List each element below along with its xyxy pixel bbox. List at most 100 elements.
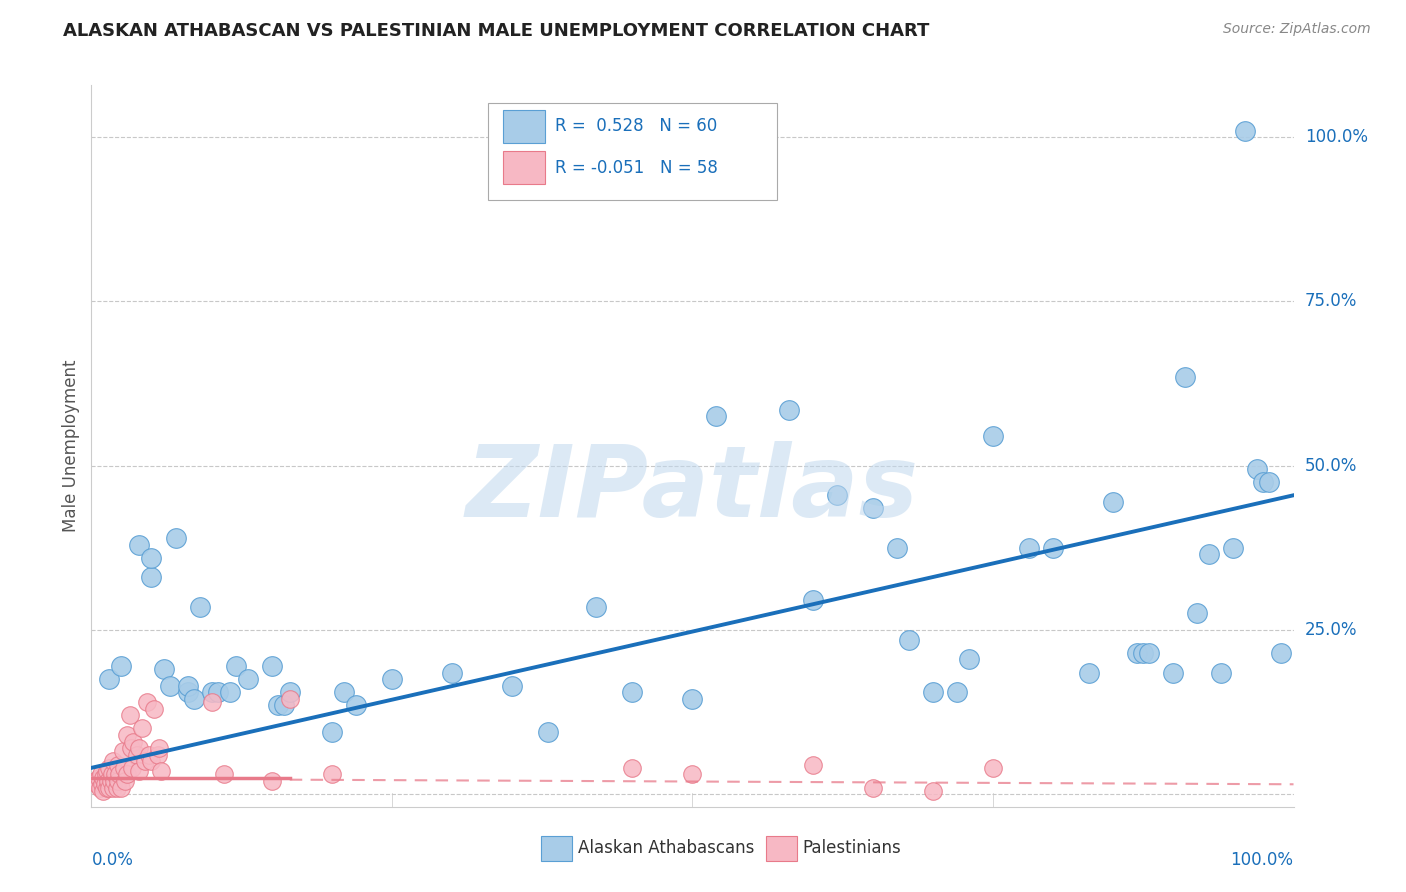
Point (107, 757, 129, 772)
Point (104, 767, 127, 781)
Point (537, 724, 560, 739)
Text: 100.0%: 100.0% (1305, 128, 1368, 146)
Point (1187, 607, 1209, 621)
Point (981, 761, 1004, 775)
Text: 100.0%: 100.0% (1230, 851, 1294, 869)
Point (621, 761, 644, 775)
Point (381, 672, 404, 686)
Point (108, 767, 131, 781)
Point (128, 537, 150, 551)
Point (344, 698, 367, 713)
Point (260, 659, 283, 673)
Point (188, 599, 211, 614)
Point (278, 692, 301, 706)
Point (91, 777, 114, 791)
Point (84, 774, 107, 789)
FancyBboxPatch shape (502, 110, 544, 143)
Text: Palestinians: Palestinians (803, 839, 901, 857)
Point (321, 767, 343, 781)
Point (1174, 370, 1197, 384)
Point (218, 685, 240, 699)
Point (1234, 124, 1257, 138)
Point (897, 632, 920, 647)
Point (152, 662, 174, 676)
Point (159, 679, 181, 693)
Point (260, 774, 283, 789)
Point (862, 501, 884, 516)
Point (96, 764, 118, 778)
Point (146, 747, 169, 762)
Point (681, 692, 703, 706)
Point (120, 741, 142, 756)
Point (107, 774, 129, 789)
Text: ALASKAN ATHABASCAN VS PALESTINIAN MALE UNEMPLOYMENT CORRELATION CHART: ALASKAN ATHABASCAN VS PALESTINIAN MALE U… (63, 22, 929, 40)
Point (141, 754, 163, 768)
Point (886, 541, 908, 555)
Text: 0.0%: 0.0% (91, 851, 134, 869)
Point (825, 488, 848, 502)
Point (706, 409, 728, 424)
Point (98, 780, 121, 795)
Point (128, 764, 150, 778)
Text: R =  0.528   N = 60: R = 0.528 N = 60 (555, 117, 717, 135)
Point (94, 767, 117, 781)
Point (98, 761, 121, 775)
Point (278, 685, 301, 699)
FancyBboxPatch shape (502, 152, 544, 184)
Text: R = -0.051   N = 58: R = -0.051 N = 58 (555, 159, 718, 177)
Point (1132, 646, 1154, 660)
Point (440, 665, 463, 680)
Point (1018, 541, 1040, 555)
Point (922, 685, 945, 699)
Point (98, 672, 121, 686)
Point (201, 685, 224, 699)
Point (1042, 541, 1064, 555)
Point (96, 780, 118, 795)
Point (183, 692, 205, 706)
Point (801, 757, 824, 772)
Point (946, 685, 969, 699)
Point (267, 698, 290, 713)
FancyBboxPatch shape (488, 103, 776, 201)
Text: 50.0%: 50.0% (1305, 457, 1357, 475)
Point (862, 780, 884, 795)
Point (105, 780, 128, 795)
Point (141, 570, 163, 584)
Point (134, 754, 156, 768)
Point (585, 599, 607, 614)
Point (110, 780, 132, 795)
Point (1222, 541, 1244, 555)
Point (125, 747, 148, 762)
Text: 25.0%: 25.0% (1305, 621, 1357, 639)
Point (922, 784, 945, 798)
Point (681, 767, 703, 781)
Point (97, 774, 120, 789)
Point (86, 777, 108, 791)
Point (225, 659, 247, 673)
Point (122, 734, 145, 748)
Text: ZIPatlas: ZIPatlas (465, 441, 920, 538)
Point (1126, 646, 1149, 660)
Point (87, 771, 110, 785)
Point (778, 403, 800, 417)
Point (117, 767, 139, 781)
Point (1258, 475, 1281, 490)
Point (981, 429, 1004, 443)
Point (138, 747, 160, 762)
Point (621, 685, 644, 699)
Point (93, 777, 115, 791)
Point (273, 698, 295, 713)
Point (128, 741, 150, 756)
Point (93, 771, 115, 785)
Point (236, 672, 259, 686)
Point (142, 702, 165, 716)
Point (148, 741, 170, 756)
Point (100, 774, 122, 789)
Point (135, 695, 157, 709)
Point (118, 708, 141, 723)
Point (1198, 548, 1220, 562)
Point (1102, 495, 1125, 509)
Point (89, 780, 111, 795)
Point (957, 652, 980, 666)
Point (801, 593, 824, 607)
